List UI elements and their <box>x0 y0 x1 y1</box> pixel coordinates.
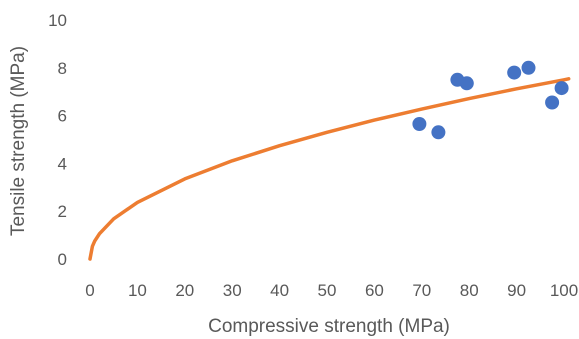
x-tick-label: 60 <box>365 281 384 300</box>
plot-area <box>88 60 571 261</box>
x-tick-label: 20 <box>175 281 194 300</box>
x-tick-label: 90 <box>507 281 526 300</box>
x-tick-label: 100 <box>550 281 578 300</box>
x-tick-label: 10 <box>128 281 147 300</box>
data-point <box>507 65 522 80</box>
trend-curve <box>88 77 571 261</box>
data-point <box>459 76 474 91</box>
x-tick-label: 70 <box>412 281 431 300</box>
x-tick-label: 80 <box>460 281 479 300</box>
y-tick-labels: 0 2 4 6 8 10 <box>48 11 67 269</box>
x-tick-label: 30 <box>223 281 242 300</box>
y-tick-label: 2 <box>58 202 67 221</box>
y-tick-label: 6 <box>58 107 67 126</box>
data-point <box>412 117 427 131</box>
data-point <box>554 81 569 96</box>
x-axis-title: Compressive strength (MPa) <box>208 316 450 337</box>
data-point <box>431 125 446 140</box>
x-tick-labels: 0 10 20 30 40 50 60 70 80 90 100 <box>85 281 578 300</box>
y-tick-label: 10 <box>48 11 67 30</box>
y-tick-label: 4 <box>58 154 67 173</box>
x-tick-label: 0 <box>85 281 94 300</box>
x-tick-label: 40 <box>270 281 289 300</box>
data-point <box>545 95 560 110</box>
data-point <box>521 60 536 75</box>
y-tick-label: 8 <box>58 59 67 78</box>
y-axis-title: Tensile strength (MPa) <box>8 46 29 236</box>
y-tick-label: 0 <box>58 250 67 269</box>
x-tick-label: 50 <box>318 281 337 300</box>
